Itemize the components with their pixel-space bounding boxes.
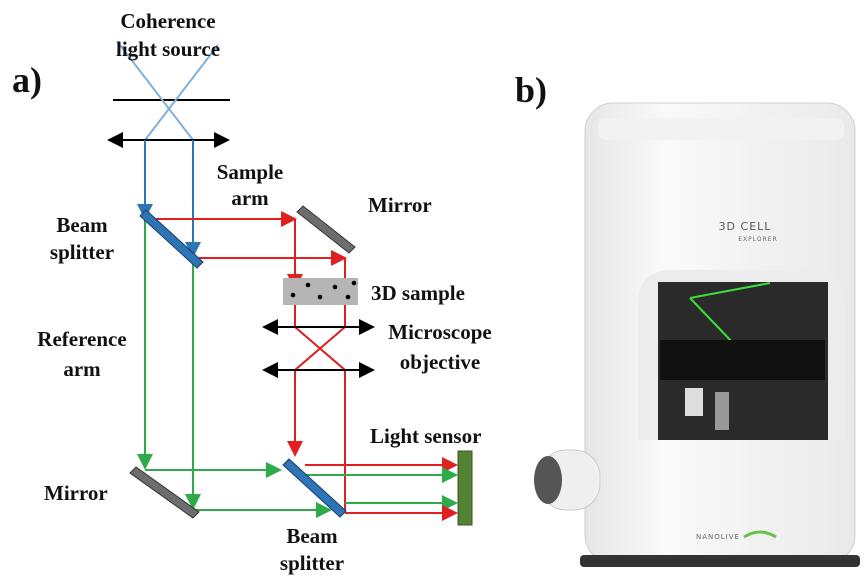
label: Sample bbox=[217, 160, 284, 184]
panel-label: b) bbox=[515, 70, 547, 110]
light-sensor bbox=[458, 451, 472, 525]
label: Beam bbox=[56, 213, 108, 237]
label: arm bbox=[63, 357, 101, 381]
device-name: EXPLORER bbox=[738, 236, 778, 243]
stage bbox=[660, 340, 825, 380]
panel-label: a) bbox=[12, 60, 42, 100]
figure: a) b) Coherence light source Sample arm … bbox=[0, 0, 867, 576]
label: Beam bbox=[286, 524, 338, 548]
label: Mirror bbox=[44, 481, 108, 505]
label: light source bbox=[116, 37, 220, 61]
device-port-hole bbox=[534, 456, 562, 504]
brand: NANOLIVE bbox=[696, 533, 740, 541]
label: Microscope bbox=[388, 320, 491, 344]
label: Reference bbox=[37, 327, 126, 351]
label: Mirror bbox=[368, 193, 432, 217]
sample bbox=[283, 278, 358, 305]
label: Light sensor bbox=[370, 424, 481, 448]
label: splitter bbox=[280, 551, 344, 575]
mirror bbox=[297, 206, 355, 253]
beam-splitter bbox=[283, 459, 346, 517]
panel-b-photo bbox=[534, 103, 860, 567]
objective-lens bbox=[685, 388, 703, 416]
objective-lens bbox=[715, 392, 729, 430]
mirror bbox=[130, 467, 199, 518]
device-name: 3D CELL bbox=[719, 220, 772, 233]
device-base bbox=[580, 555, 860, 567]
label: 3D sample bbox=[371, 281, 465, 305]
device-top bbox=[598, 118, 844, 140]
label: splitter bbox=[50, 240, 114, 264]
label: Coherence bbox=[120, 9, 215, 33]
label: arm bbox=[231, 186, 269, 210]
label: objective bbox=[400, 350, 480, 374]
